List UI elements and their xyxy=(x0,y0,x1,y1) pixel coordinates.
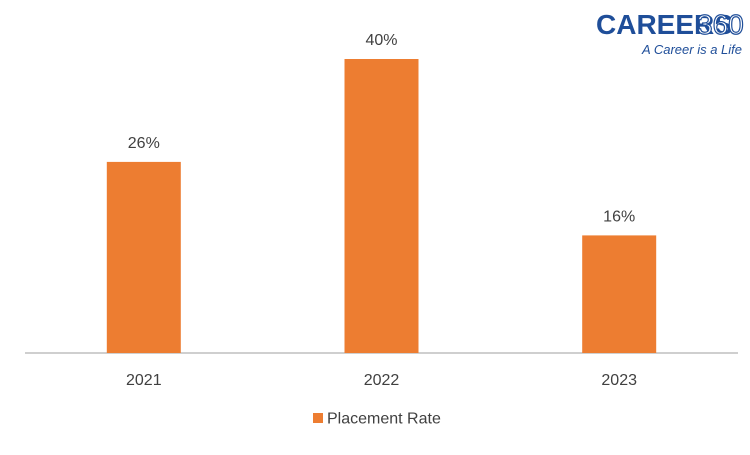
legend-label: Placement Rate xyxy=(327,411,441,428)
x-tick-labels: 2021 2022 2023 xyxy=(126,372,637,389)
value-label-2023: 16% xyxy=(603,208,635,225)
value-label-2022: 40% xyxy=(365,32,397,49)
value-labels-group: 26% 40% 16% xyxy=(128,32,635,225)
value-label-2021: 26% xyxy=(128,135,160,152)
bar-2023 xyxy=(582,235,657,353)
bar-2021 xyxy=(106,161,181,353)
legend-swatch xyxy=(313,413,323,423)
bars-group xyxy=(106,59,657,353)
legend: Placement Rate xyxy=(313,411,441,428)
bar-2022 xyxy=(344,59,419,353)
x-tick-label-2021: 2021 xyxy=(126,372,162,389)
x-tick-label-2022: 2022 xyxy=(364,372,400,389)
x-tick-label-2023: 2023 xyxy=(601,372,637,389)
